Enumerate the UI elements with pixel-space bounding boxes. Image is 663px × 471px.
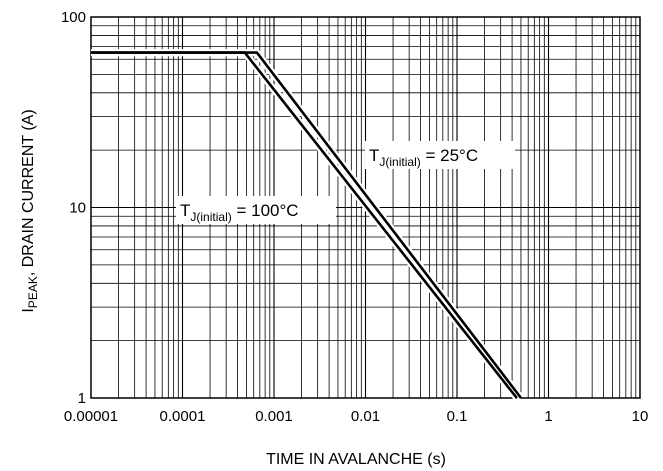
y-axis-title: IPEAK, DRAIN CURRENT (A) <box>20 109 40 312</box>
plot-frame <box>90 16 641 399</box>
series-lines <box>91 49 524 401</box>
series-label-main: T <box>180 201 190 220</box>
x-tick-label: 0.001 <box>255 408 293 425</box>
series-labels: TJ(initial) = 25°CTJ(initial) = 100°C <box>176 141 515 224</box>
x-tick-label: 1 <box>544 408 552 425</box>
y-tick-labels: 1 10 100 <box>61 9 86 407</box>
series-label-bg-1 <box>176 196 336 224</box>
x-tick-labels: 0.00001 0.0001 0.001 0.01 0.1 1 10 <box>64 408 648 425</box>
series-line-1 <box>91 51 518 399</box>
series-label-rest: = 25°C <box>421 146 478 165</box>
y-tick-label: 1 <box>78 390 86 407</box>
series-label-bg-0 <box>365 141 515 169</box>
y-axis-title-rest: , DRAIN CURRENT (A) <box>20 109 37 276</box>
series-label-0: TJ(initial) = 25°C <box>369 146 478 169</box>
x-tick-label: 10 <box>632 408 649 425</box>
series-label-main: T <box>369 146 379 165</box>
y-tick-label: 100 <box>61 9 86 26</box>
y-axis-title-sub: PEAK <box>26 276 40 308</box>
x-tick-label: 0.0001 <box>160 408 206 425</box>
x-tick-label: 0.00001 <box>64 408 118 425</box>
x-axis-title: TIME IN AVALANCHE (s) <box>266 451 446 468</box>
y-axis-title-main: I <box>20 308 37 312</box>
series-label-sub: J(initial) <box>379 155 420 169</box>
y-tick-label: 10 <box>69 200 86 217</box>
series-label-sub: J(initial) <box>190 210 231 224</box>
series-label-1: TJ(initial) = 100°C <box>180 201 299 224</box>
x-tick-label: 0.1 <box>447 408 468 425</box>
x-tick-label: 0.01 <box>351 408 380 425</box>
series-label-rest: = 100°C <box>232 201 299 220</box>
